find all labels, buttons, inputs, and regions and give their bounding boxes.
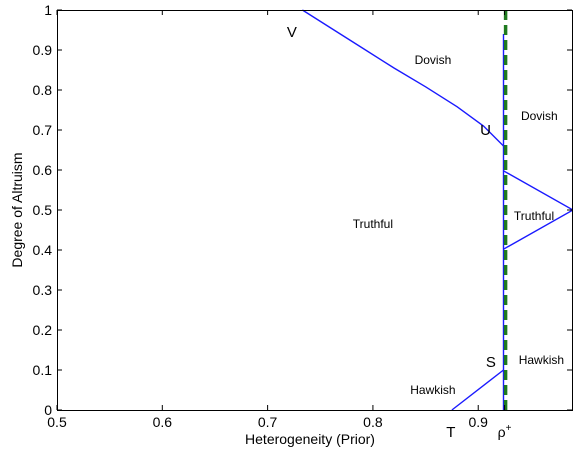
x-tick-label: 0.6 [153,414,173,430]
series-line-1 [302,9,504,147]
region-label: Hawkish [519,353,564,367]
y-tick-label: 0.7 [33,122,53,138]
y-tick-label: 0.9 [33,42,53,58]
y-tick-label: 0.8 [33,82,53,98]
x-tick-label: ρ+ [498,423,512,440]
series-line-4 [451,369,504,411]
plot-frame [57,10,573,411]
y-tick-label: 0.6 [33,162,53,178]
region-label: Dovish [415,53,452,67]
y-tick-label: 0.3 [33,282,53,298]
point-label: T [446,424,455,441]
x-tick-label: 0.8 [363,414,383,430]
y-tick-label: 0.1 [33,362,53,378]
y-tick-label: 0 [44,402,52,418]
y-tick-label: 1 [44,2,52,18]
axes: 0.5 0.6 0.7 0.8 0.9 ρ+ 0 0.1 0.2 0.3 0.4 0.5 0.6 0.7 0… [33,2,572,440]
annotations: Dovish Dovish Truthful Truthful Hawkish Hawki… [287,24,564,441]
x-axis-title: Heterogeneity (Prior) [245,431,375,447]
y-tick-label: 0.2 [33,322,53,338]
series-line-3 [503,170,573,250]
region-label: Truthful [353,217,393,231]
y-tick-label: 0.4 [33,242,53,258]
region-label: Hawkish [410,383,455,397]
x-tick-label: 0.5 [47,414,67,430]
x-tick-label: 0.7 [258,414,278,430]
point-label: V [287,24,297,41]
point-label: S [486,354,496,371]
plot-content [302,9,573,411]
point-label: U [480,122,491,139]
x-tick-label: 0.9 [468,414,488,430]
y-tick-label: 0.5 [33,202,53,218]
y-axis-title: Degree of Altruism [9,152,25,267]
region-label: Dovish [521,109,558,123]
region-label: Truthful [514,209,554,223]
